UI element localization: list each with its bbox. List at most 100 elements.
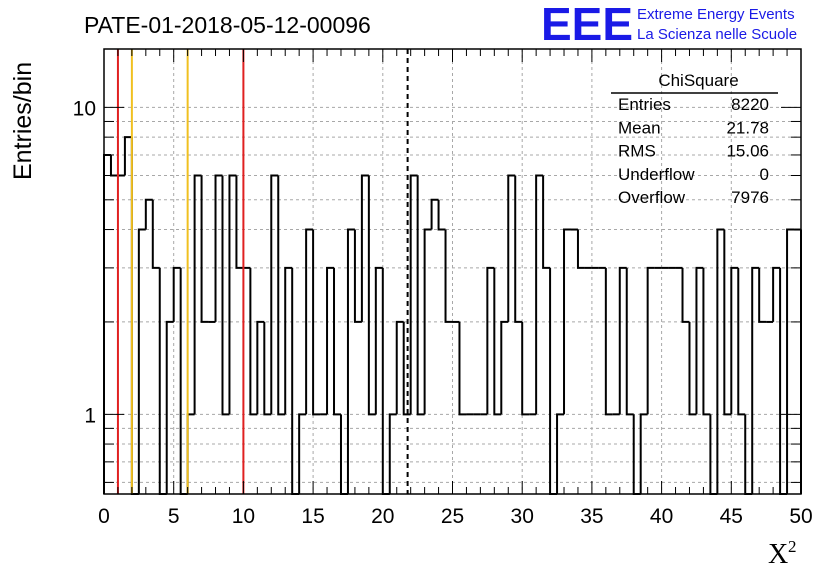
- x-tick-label: 20: [371, 505, 394, 528]
- histogram-bin: [277, 175, 286, 416]
- histogram-bin: [409, 174, 418, 415]
- histogram-bin: [193, 174, 202, 415]
- histogram-bin: [486, 266, 495, 415]
- histogram-bin: [542, 175, 551, 269]
- histogram-bin: [165, 320, 174, 494]
- histogram-bin: [416, 175, 425, 416]
- histogram-bin: [305, 228, 314, 415]
- histogram-bin: [381, 267, 390, 495]
- stats-row-label: Overflow: [618, 188, 686, 207]
- histogram-bin: [130, 137, 139, 495]
- histogram-bin: [214, 174, 223, 322]
- histogram-bin: [298, 413, 307, 494]
- histogram-bin: [123, 136, 132, 176]
- histogram-bin: [360, 174, 369, 322]
- histogram-bin: [103, 153, 111, 494]
- histogram-bin: [458, 321, 467, 416]
- stats-row-value: 15.06: [726, 142, 769, 161]
- histogram-bin: [263, 321, 272, 416]
- histogram-bin: [388, 413, 397, 494]
- histogram-bin: [270, 174, 279, 415]
- histogram-bin: [688, 321, 697, 416]
- histogram-bin: [109, 154, 118, 177]
- histogram-bin: [291, 267, 300, 495]
- logo-line2: La Scienza nelle Scuole: [637, 26, 797, 43]
- histogram-bin: [367, 175, 376, 416]
- x-axis-label: X: [768, 539, 788, 570]
- histogram-bin: [507, 174, 516, 322]
- y-tick-label: 1: [84, 404, 96, 427]
- histogram-bin: [576, 229, 585, 269]
- histogram-bin: [521, 321, 530, 416]
- histogram-bin: [346, 228, 355, 494]
- stats-name: ChiSquare: [658, 71, 738, 90]
- eee-logo: EEE Extreme Energy Events La Scienza nel…: [541, 0, 797, 50]
- histogram-bin: [625, 267, 634, 416]
- x-tick-label: 45: [720, 505, 743, 528]
- stats-row-value: 0: [760, 165, 769, 184]
- histogram-bin: [395, 320, 404, 415]
- stats-row-label: Mean: [618, 118, 661, 137]
- histogram-bin: [702, 267, 711, 416]
- logo-line1: Extreme Energy Events: [637, 6, 795, 23]
- stats-row-label: RMS: [618, 142, 656, 161]
- histogram-bin: [444, 229, 453, 323]
- histogram-bin: [228, 174, 237, 415]
- chart-title: PATE-01-2018-05-12-00096: [84, 12, 371, 38]
- x-tick-label: 5: [168, 505, 180, 528]
- histogram-bin: [256, 320, 265, 415]
- x-tick-label: 40: [650, 505, 673, 528]
- x-tick-label: 35: [580, 505, 603, 528]
- y-axis-label: Entries/bin: [9, 62, 37, 180]
- histogram-bin: [737, 267, 746, 416]
- histogram-bin: [786, 228, 795, 494]
- histogram-bin: [514, 175, 523, 323]
- histogram-bin: [500, 320, 509, 415]
- histogram-bin: [549, 267, 558, 495]
- x-axis-label-superscript: 2: [788, 537, 797, 556]
- histogram-bin: [284, 266, 293, 415]
- histogram-bin: [423, 228, 432, 415]
- histogram-bin: [437, 199, 446, 231]
- histogram-bin: [172, 266, 181, 322]
- histogram-bin: [493, 267, 502, 416]
- x-tick-label: 0: [98, 505, 110, 528]
- stats-row-label: Underflow: [618, 165, 695, 184]
- histogram-bin: [535, 174, 544, 415]
- histogram-bin: [730, 266, 739, 415]
- histogram-bin: [158, 267, 167, 495]
- histogram-bin: [681, 267, 690, 323]
- histogram-bin: [137, 228, 146, 494]
- histogram-bin: [772, 266, 781, 322]
- histogram-bin: [221, 175, 230, 416]
- histogram-bin: [563, 228, 571, 415]
- x-tick-label: 30: [511, 505, 534, 528]
- histogram-bin: [723, 229, 732, 416]
- histogram-bin: [144, 198, 153, 230]
- stats-box: ChiSquare Entries 8220 Mean 21.78 RMS 15.06 Und…: [611, 71, 778, 207]
- histogram-bin: [402, 321, 411, 416]
- histogram-bin: [374, 266, 383, 415]
- histogram-bin: [200, 175, 209, 323]
- x-tick-label: 25: [441, 505, 464, 528]
- axes: [103, 48, 802, 495]
- histogram-bin: [326, 266, 335, 415]
- histogram-bin: [249, 267, 258, 416]
- histogram-bin: [604, 267, 613, 416]
- histogram-bin: [235, 175, 244, 269]
- histogram-bin: [646, 266, 655, 415]
- histogram-bin: [695, 266, 704, 415]
- histogram-bin: [312, 229, 321, 416]
- histogram-bin: [716, 228, 725, 494]
- x-tick-label: 10: [232, 505, 255, 528]
- stats-row-value: 7976: [731, 188, 769, 207]
- histogram-bin: [430, 198, 439, 230]
- x-tick-label: 50: [789, 505, 812, 528]
- histogram-bin: [779, 267, 788, 495]
- histogram-bin: [151, 199, 160, 269]
- tick-labels: 0 5 10 15 20 25 30 35 40 45 50 1 10: [73, 97, 813, 528]
- y-tick-label: 10: [73, 97, 96, 120]
- histogram-bin: [556, 413, 565, 494]
- histogram-bin: [179, 267, 188, 495]
